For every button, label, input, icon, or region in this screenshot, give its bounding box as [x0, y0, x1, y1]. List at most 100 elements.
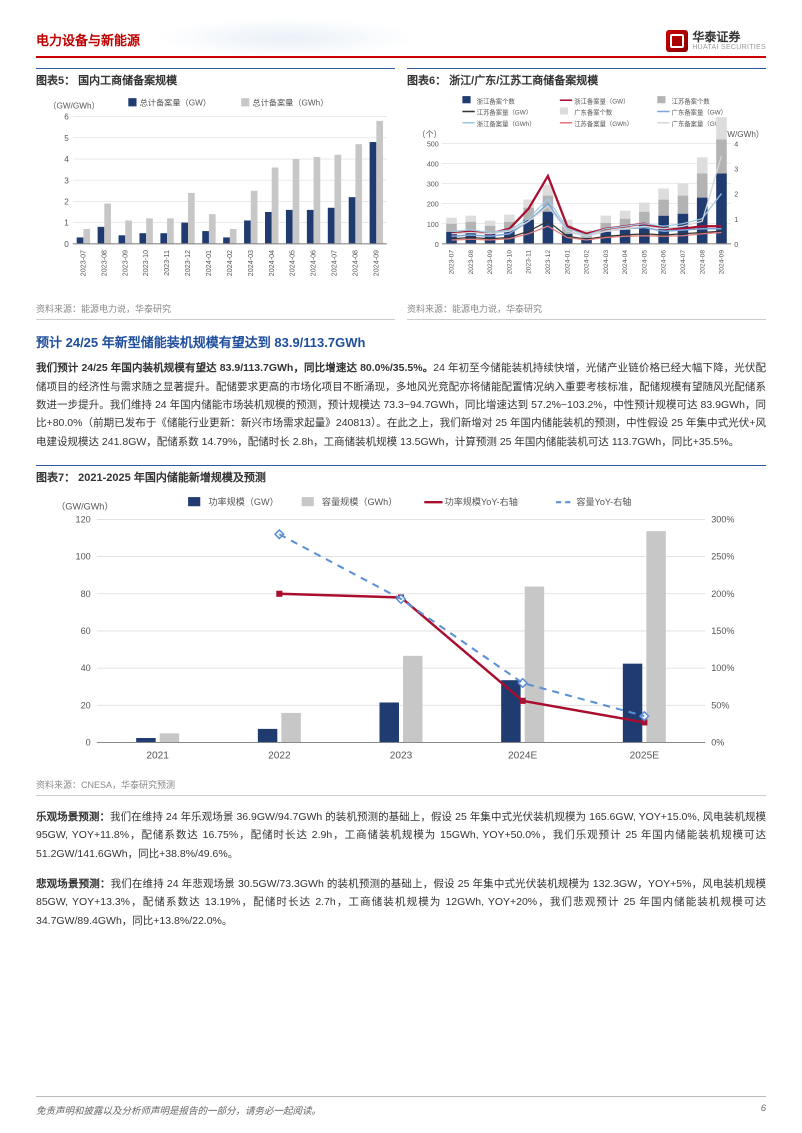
svg-text:2023-10: 2023-10 [142, 250, 150, 276]
svg-text:总计备案量（GWh）: 总计备案量（GWh） [252, 97, 328, 107]
svg-text:2024-05: 2024-05 [289, 250, 297, 276]
svg-text:0: 0 [64, 240, 69, 249]
svg-text:2024E: 2024E [508, 751, 538, 762]
svg-text:300%: 300% [711, 514, 734, 524]
pessimistic-body: 我们在维持 24 年悲观场景 30.5GW/73.3GWh 的装机预测的基础上，… [36, 878, 766, 927]
section1-strong: 我们预计 24/25 年国内装机规模有望达 83.9/113.7GWh，同比增速… [36, 362, 433, 374]
svg-text:80: 80 [81, 589, 91, 599]
svg-text:6: 6 [64, 113, 69, 122]
svg-text:2024-03: 2024-03 [247, 250, 255, 276]
chart6-canvas: 010020030040050001234（个）（GW/GWh）浙江备案个数浙江… [407, 92, 766, 297]
svg-text:150%: 150% [711, 626, 734, 636]
svg-text:3: 3 [734, 165, 738, 173]
chart5-canvas: 0123456（GW/GWh）总计备案量（GW）总计备案量（GWh）2023-0… [36, 92, 395, 297]
svg-text:4: 4 [64, 155, 69, 164]
page-header: 电力设备与新能源 华泰证券 HUATAI SECURITIES [36, 30, 766, 58]
svg-text:2023-12: 2023-12 [184, 250, 192, 276]
pessimistic-paragraph: 悲观场景预测：我们在维持 24 年悲观场景 30.5GW/73.3GWh 的装机… [36, 875, 766, 930]
svg-text:功率规模（GW）: 功率规模（GW） [208, 496, 278, 507]
report-category: 电力设备与新能源 [36, 30, 140, 49]
svg-text:50%: 50% [711, 700, 729, 710]
svg-text:2023-09: 2023-09 [121, 250, 129, 276]
svg-text:200: 200 [427, 201, 439, 209]
svg-text:400: 400 [427, 160, 439, 168]
pessimistic-lead: 悲观场景预测： [36, 878, 111, 890]
svg-text:（个）: （个） [417, 130, 442, 139]
svg-text:3: 3 [64, 176, 69, 185]
header-bg-decor [156, 18, 416, 58]
chart7-source: 资料来源：CNESA，华泰研究预测 [36, 778, 766, 796]
optimistic-lead: 乐观场景预测： [36, 811, 110, 823]
chart7-block: 图表7： 2021-2025 年国内储能新增规模及预测 020406080100… [36, 465, 766, 796]
svg-text:2024-09: 2024-09 [372, 250, 380, 276]
svg-text:2024-06: 2024-06 [310, 250, 318, 276]
chart6-title: 图表6： 浙江/广东/江苏工商储备案规模 [407, 68, 766, 88]
svg-text:2025E: 2025E [630, 751, 660, 762]
svg-text:2024-05: 2024-05 [641, 250, 648, 275]
svg-text:4: 4 [734, 140, 738, 148]
page-footer: 免责声明和披露以及分析师声明是报告的一部分，请务必一起阅读。 6 [36, 1096, 766, 1117]
svg-text:江苏备案量（GWh）: 江苏备案量（GWh） [574, 119, 633, 128]
chart5-source: 资料来源：能源电力说，华泰研究 [36, 302, 395, 320]
company-logo: 华泰证券 HUATAI SECURITIES [666, 30, 766, 52]
svg-text:0: 0 [86, 738, 91, 748]
svg-text:2024-02: 2024-02 [584, 250, 591, 275]
logo-text-cn: 华泰证券 [692, 31, 766, 44]
svg-text:2024-03: 2024-03 [603, 250, 610, 275]
svg-text:120: 120 [76, 514, 91, 524]
top-charts-row: 图表5： 国内工商储备案规模 0123456（GW/GWh）总计备案量（GW）总… [36, 68, 766, 320]
svg-text:0%: 0% [711, 738, 724, 748]
svg-text:5: 5 [64, 134, 69, 143]
svg-text:2: 2 [734, 191, 738, 199]
svg-text:100: 100 [76, 552, 91, 562]
svg-text:0: 0 [734, 241, 738, 249]
chart5-title: 图表5： 国内工商储备案规模 [36, 68, 395, 88]
section1-heading: 预计 24/25 年新型储能装机规模有望达到 83.9/113.7GWh [36, 332, 766, 351]
svg-text:2: 2 [64, 197, 69, 206]
svg-text:2024-08: 2024-08 [351, 250, 359, 276]
svg-text:江苏备案个数: 江苏备案个数 [672, 96, 711, 105]
svg-text:浙江备案个数: 浙江备案个数 [477, 96, 516, 105]
svg-text:0: 0 [435, 241, 439, 249]
svg-text:2021: 2021 [146, 751, 169, 762]
svg-text:浙江备案量（GWh）: 浙江备案量（GWh） [477, 119, 536, 128]
svg-text:2024-06: 2024-06 [661, 250, 668, 275]
chart7-title: 图表7： 2021-2025 年国内储能新增规模及预测 [36, 465, 766, 485]
svg-text:1: 1 [64, 219, 69, 228]
svg-text:容量规模（GWh）: 容量规模（GWh） [322, 496, 397, 507]
svg-text:200%: 200% [711, 589, 734, 599]
svg-text:2022: 2022 [268, 751, 291, 762]
svg-text:2024-01: 2024-01 [205, 250, 213, 276]
svg-text:60: 60 [81, 626, 91, 636]
svg-text:容量YoY-右轴: 容量YoY-右轴 [576, 496, 631, 507]
chart6-source: 资料来源：能源电力说，华泰研究 [407, 302, 766, 320]
svg-text:250%: 250% [711, 552, 734, 562]
logo-text-en: HUATAI SECURITIES [692, 44, 766, 51]
svg-text:100%: 100% [711, 663, 734, 673]
section1-rest: 24 年初至今储能装机持续快增，光储产业链价格已经大幅下降，光伏配储项目的经济性… [36, 362, 766, 448]
svg-text:2024-09: 2024-09 [719, 250, 726, 275]
svg-text:2023-08: 2023-08 [100, 250, 108, 276]
svg-text:2023-07: 2023-07 [449, 250, 456, 275]
svg-text:广东备案量（GW）: 广东备案量（GW） [672, 108, 727, 117]
svg-text:2023-10: 2023-10 [506, 250, 513, 275]
footer-page-number: 6 [761, 1103, 766, 1117]
svg-text:浙江备案量（GW）: 浙江备案量（GW） [574, 96, 629, 105]
svg-text:江苏备案量（GW）: 江苏备案量（GW） [477, 108, 532, 117]
svg-text:功率规模YoY-右轴: 功率规模YoY-右轴 [445, 496, 518, 507]
svg-text:2024-04: 2024-04 [622, 250, 629, 275]
svg-text:总计备案量（GW）: 总计备案量（GW） [140, 97, 211, 107]
svg-text:（GW/GWh）: （GW/GWh） [56, 501, 113, 511]
svg-text:2023: 2023 [390, 751, 413, 762]
svg-text:2023-07: 2023-07 [79, 250, 87, 276]
svg-text:1: 1 [734, 216, 738, 224]
section1-paragraph: 我们预计 24/25 年国内装机规模有望达 83.9/113.7GWh，同比增速… [36, 359, 766, 451]
svg-text:100: 100 [427, 221, 439, 229]
optimistic-body: 我们在维持 24 年乐观场景 36.9GW/94.7GWh 的装机预测的基础上，… [36, 811, 766, 860]
chart6-block: 图表6： 浙江/广东/江苏工商储备案规模 0100200300400500012… [407, 68, 766, 320]
svg-text:2023-12: 2023-12 [545, 250, 552, 275]
svg-text:2023-09: 2023-09 [487, 250, 494, 275]
svg-text:500: 500 [427, 140, 439, 148]
svg-text:40: 40 [81, 663, 91, 673]
svg-text:2024-02: 2024-02 [226, 250, 234, 276]
